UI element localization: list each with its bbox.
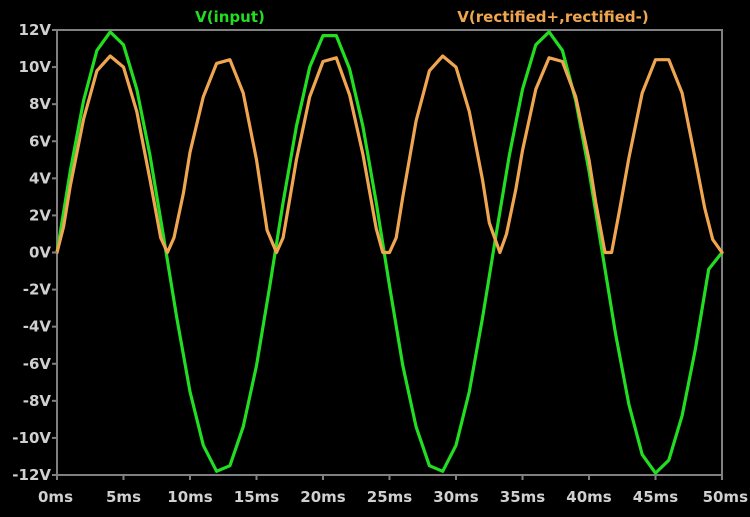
x-tick-label: 15ms xyxy=(234,488,280,506)
y-tick-label: 12V xyxy=(19,21,52,39)
x-tick-label: 30ms xyxy=(433,488,479,506)
y-tick-label: -2V xyxy=(23,281,52,299)
y-tick-label: -12V xyxy=(12,466,51,484)
legend: V(input) V(rectified+,rectified-) xyxy=(195,8,649,26)
x-tick-label: 25ms xyxy=(367,488,413,506)
y-tick-label: 4V xyxy=(29,169,51,187)
series-layer xyxy=(55,30,724,475)
y-tick-label: 10V xyxy=(19,58,52,76)
x-tick-label: 40ms xyxy=(566,488,612,506)
legend-entry-input: V(input) xyxy=(195,8,265,26)
axis-layer: 12V 10V 8V 6V 4V 2V 0V -2V -4V -6V -8V -10V -12V 0ms 5… xyxy=(12,21,748,506)
y-tick-label: 8V xyxy=(29,95,51,113)
x-tick-label: 5ms xyxy=(106,488,141,506)
x-tick-label: 0ms xyxy=(38,488,73,506)
x-tick-label: 45ms xyxy=(633,488,679,506)
y-tick-label: -10V xyxy=(12,429,51,447)
y-tick-label: -8V xyxy=(23,392,52,410)
y-tick-label: -6V xyxy=(23,355,52,373)
legend-entry-rectified: V(rectified+,rectified-) xyxy=(457,8,648,26)
x-tick-label: 35ms xyxy=(500,488,546,506)
series-line-input xyxy=(55,30,724,475)
x-tick-label: 10ms xyxy=(167,488,213,506)
y-tick-label: 2V xyxy=(29,206,51,224)
x-tick-label: 50ms xyxy=(703,488,749,506)
y-tick-label: 0V xyxy=(29,244,51,262)
series-line-rectified xyxy=(55,54,724,255)
y-tick-label: 6V xyxy=(29,132,51,150)
x-tick-label: 20ms xyxy=(300,488,346,506)
y-tick-label: -4V xyxy=(23,318,52,336)
